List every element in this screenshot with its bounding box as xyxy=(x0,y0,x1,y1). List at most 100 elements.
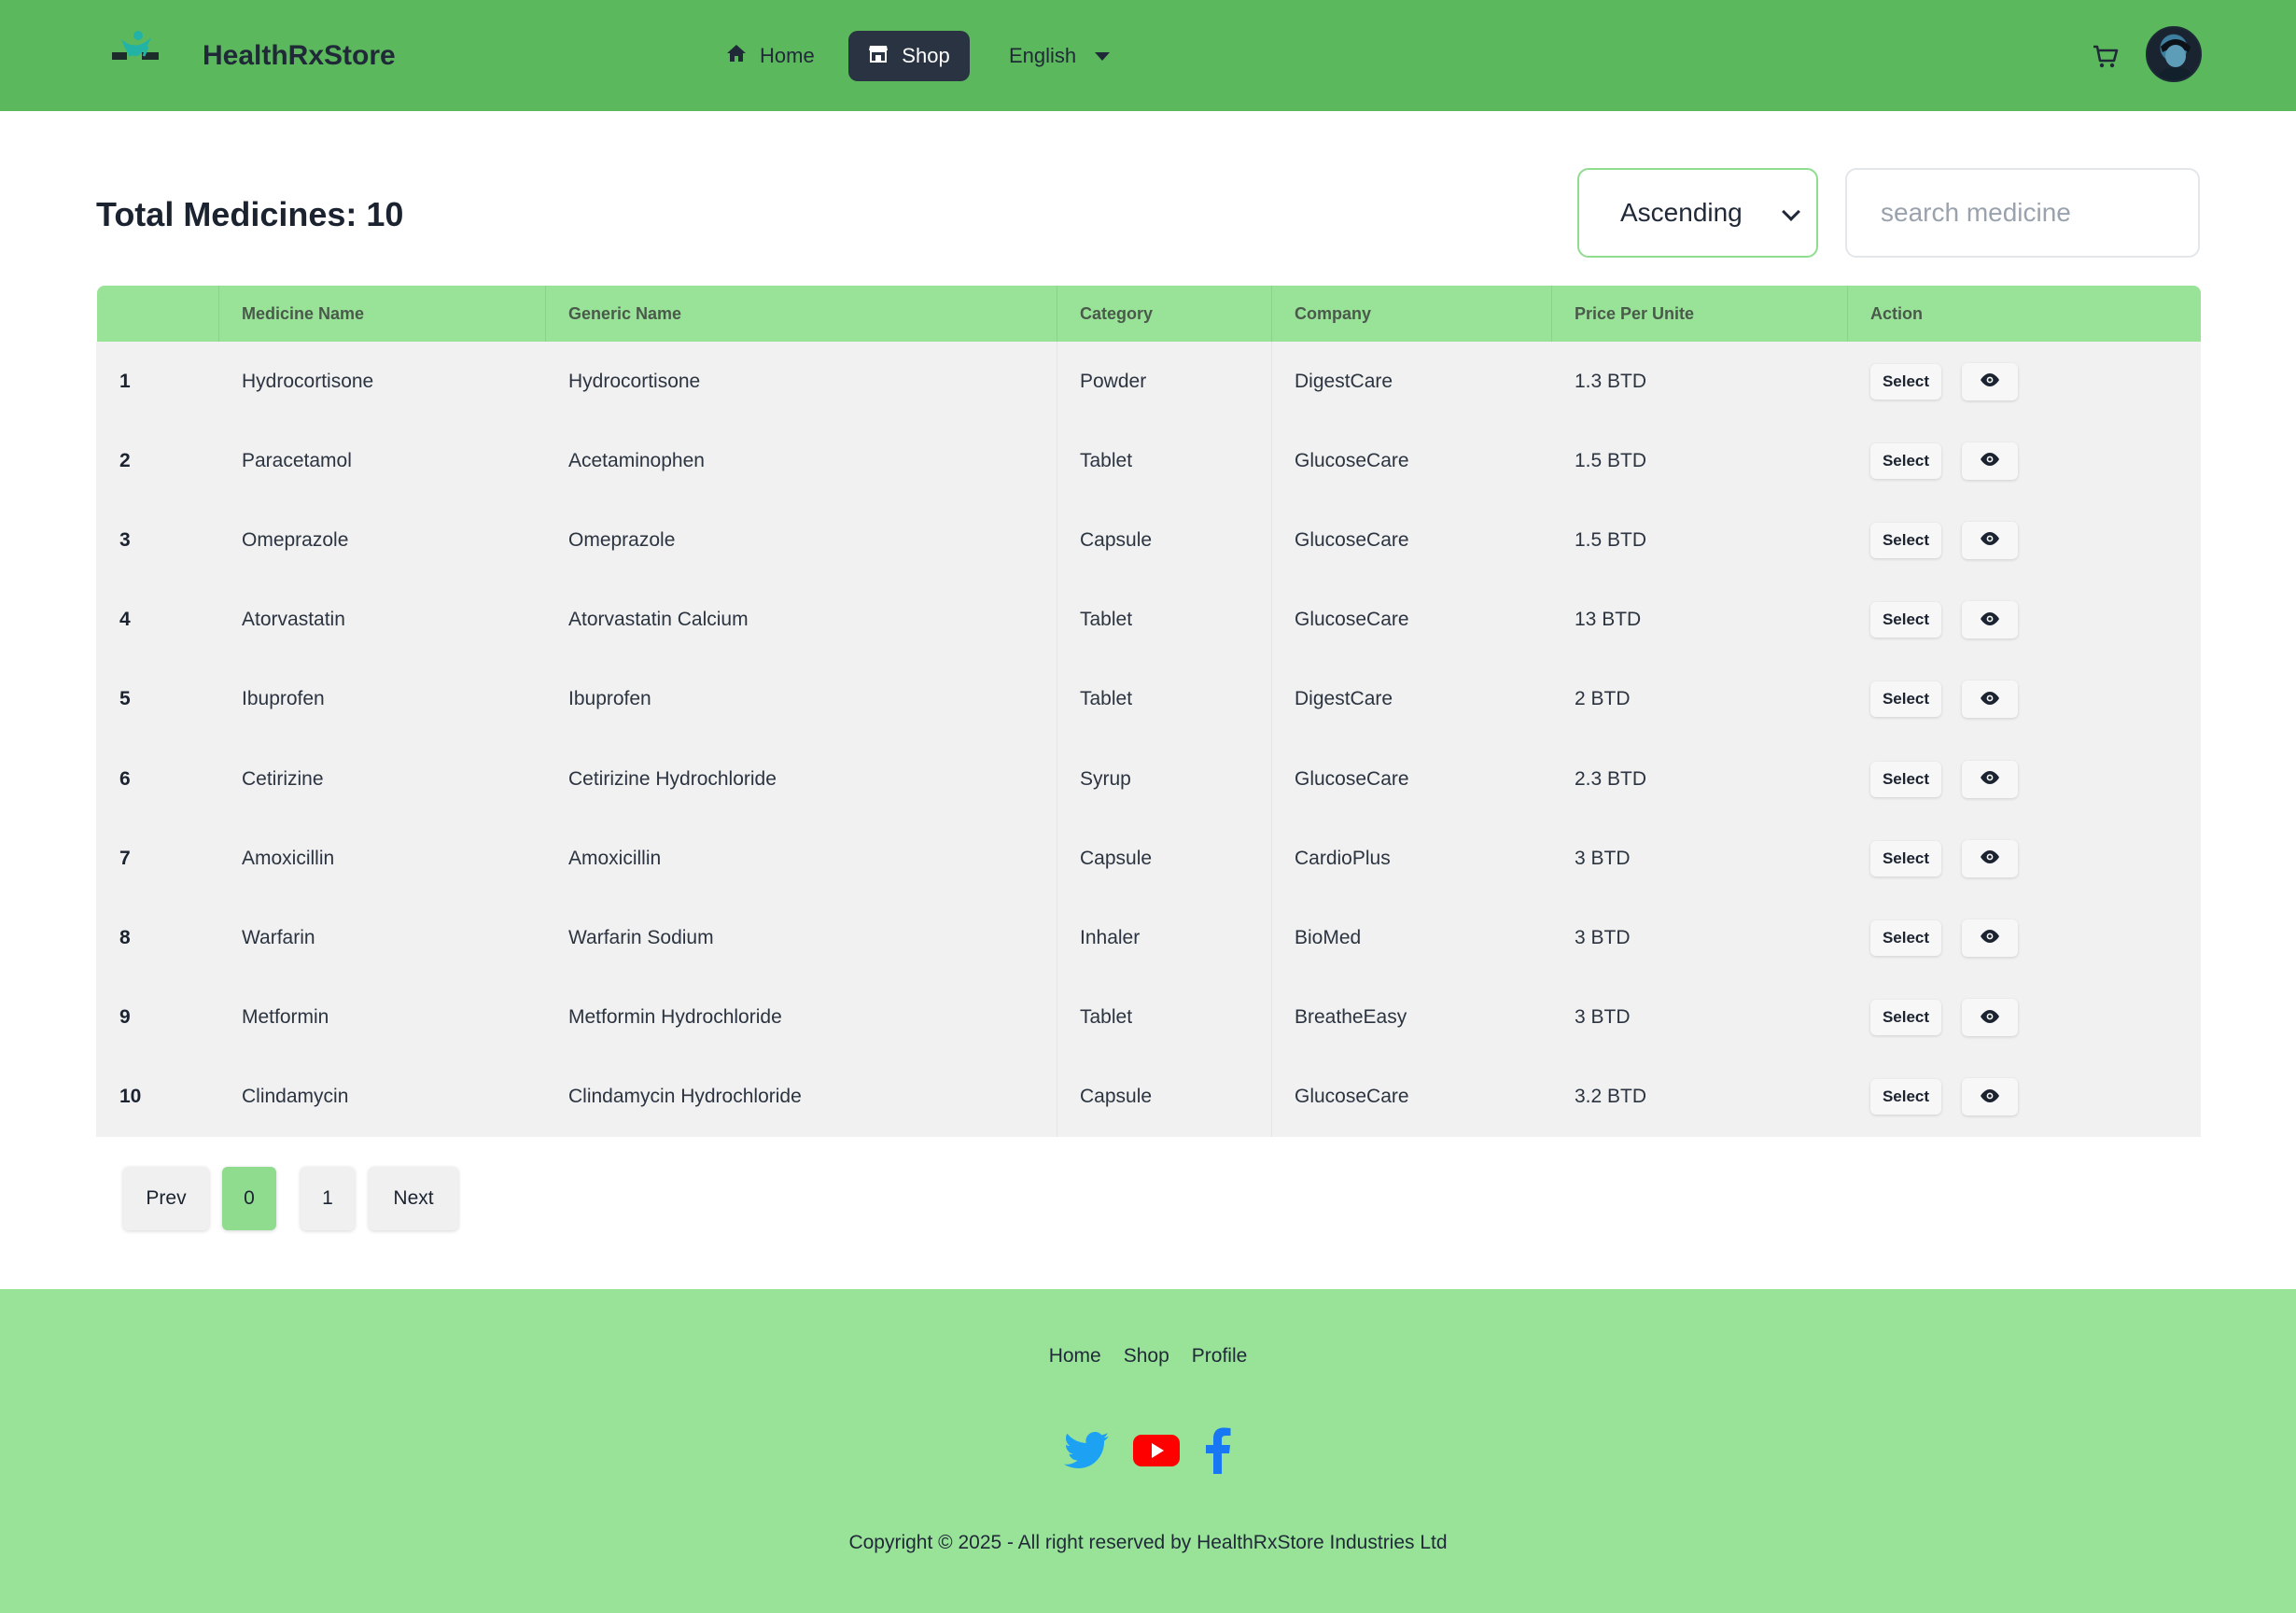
cell-company: GlucoseCare xyxy=(1271,500,1552,581)
cell-price: 3 BTD xyxy=(1551,819,1848,899)
eye-icon xyxy=(1980,532,2000,548)
prev-page-button[interactable]: Prev xyxy=(123,1167,209,1230)
view-details-button[interactable] xyxy=(1962,442,2018,480)
table-row: 10 Clindamycin Clindamycin Hydrochloride Ca… xyxy=(96,1057,2201,1137)
cart-icon[interactable] xyxy=(2091,41,2121,71)
cell-company: GlucoseCare xyxy=(1271,1057,1552,1137)
cell-index: 2 xyxy=(96,421,219,501)
footer: Home Shop Profile Copyright © 2025 - All… xyxy=(0,1289,2296,1613)
cell-category: Powder xyxy=(1057,342,1272,422)
page-button-1[interactable]: 1 xyxy=(301,1167,355,1230)
language-label: English xyxy=(1009,44,1077,67)
footer-links: Home Shop Profile xyxy=(0,1345,2296,1368)
cell-company: DigestCare xyxy=(1271,342,1552,422)
cell-company: DigestCare xyxy=(1271,659,1552,739)
view-details-button[interactable] xyxy=(1962,521,2018,559)
cell-action: Select xyxy=(1847,342,2201,422)
nav-shop-label: Shop xyxy=(902,44,950,67)
cell-generic-name: Atorvastatin Calcium xyxy=(545,580,1057,660)
view-details-button[interactable] xyxy=(1962,680,2018,719)
page-button-0[interactable]: 0 xyxy=(222,1167,276,1230)
caret-down-icon xyxy=(1095,51,1111,61)
view-details-button[interactable] xyxy=(1962,1078,2018,1116)
nav-shop-link[interactable]: Shop xyxy=(848,31,970,81)
cell-index: 3 xyxy=(96,500,219,581)
cell-medicine-name: Atorvastatin xyxy=(218,580,546,660)
sort-order-value: Ascending xyxy=(1620,198,1743,227)
column-header-medicine-name: Medicine Name xyxy=(218,286,546,342)
column-header-action: Action xyxy=(1847,286,2201,342)
select-button[interactable]: Select xyxy=(1870,840,1941,877)
cell-medicine-name: Paracetamol xyxy=(218,421,546,501)
eye-icon xyxy=(1980,373,2000,389)
cell-company: BreatheEasy xyxy=(1271,977,1552,1058)
cell-company: GlucoseCare xyxy=(1271,580,1552,660)
brand-logo[interactable] xyxy=(106,28,164,73)
cell-action: Select xyxy=(1847,1057,2201,1137)
sort-order-select[interactable]: Ascending xyxy=(1577,168,1818,258)
cell-category: Capsule xyxy=(1057,1057,1272,1137)
next-page-button[interactable]: Next xyxy=(369,1167,458,1230)
cell-category: Syrup xyxy=(1057,738,1272,820)
cell-generic-name: Amoxicillin xyxy=(545,819,1057,899)
cell-generic-name: Ibuprofen xyxy=(545,659,1057,739)
nav-home-label: Home xyxy=(760,44,815,67)
cell-category: Tablet xyxy=(1057,580,1272,660)
language-dropdown[interactable]: English xyxy=(1009,37,1111,75)
view-details-button[interactable] xyxy=(1962,919,2018,957)
cell-action: Select xyxy=(1847,738,2201,820)
cell-medicine-name: Amoxicillin xyxy=(218,819,546,899)
select-button[interactable]: Select xyxy=(1870,681,1941,718)
eye-icon xyxy=(1980,1088,2000,1105)
table-row: 8 Warfarin Warfarin Sodium Inhaler BioMed 3 B… xyxy=(96,898,2201,978)
footer-link-profile[interactable]: Profile xyxy=(1191,1345,1248,1367)
cell-price: 13 BTD xyxy=(1551,580,1848,660)
footer-link-home[interactable]: Home xyxy=(1048,1345,1101,1367)
select-button[interactable]: Select xyxy=(1870,919,1941,956)
cell-company: CardioPlus xyxy=(1271,819,1552,899)
view-details-button[interactable] xyxy=(1962,601,2018,639)
twitter-icon[interactable] xyxy=(1064,1432,1109,1474)
table-row: 1 Hydrocortisone Hydrocortisone Powder Diges… xyxy=(96,342,2201,422)
cell-generic-name: Clindamycin Hydrochloride xyxy=(545,1057,1057,1137)
nav-home-link[interactable]: Home xyxy=(709,32,832,80)
search-input[interactable] xyxy=(1845,168,2200,258)
select-button[interactable]: Select xyxy=(1870,602,1941,638)
cell-action: Select xyxy=(1847,580,2201,660)
cell-price: 3 BTD xyxy=(1551,898,1848,978)
cell-generic-name: Metformin Hydrochloride xyxy=(545,977,1057,1058)
youtube-icon[interactable] xyxy=(1133,1433,1180,1473)
cell-price: 1.5 BTD xyxy=(1551,500,1848,581)
cell-action: Select xyxy=(1847,819,2201,899)
view-details-button[interactable] xyxy=(1962,839,2018,877)
cell-index: 5 xyxy=(96,659,219,739)
column-header-generic-name: Generic Name xyxy=(545,286,1057,342)
view-details-button[interactable] xyxy=(1962,760,2018,798)
table-row: 7 Amoxicillin Amoxicillin Capsule CardioPlus… xyxy=(96,819,2201,899)
cell-category: Inhaler xyxy=(1057,898,1272,978)
select-button[interactable]: Select xyxy=(1870,363,1941,400)
cell-price: 2 BTD xyxy=(1551,659,1848,739)
cell-category: Tablet xyxy=(1057,977,1272,1058)
eye-icon xyxy=(1980,691,2000,708)
cell-company: GlucoseCare xyxy=(1271,421,1552,501)
footer-link-shop[interactable]: Shop xyxy=(1123,1345,1169,1367)
facebook-icon[interactable] xyxy=(1204,1427,1232,1479)
brand-name[interactable]: HealthRxStore xyxy=(203,40,396,71)
select-button[interactable]: Select xyxy=(1870,1000,1941,1036)
eye-icon xyxy=(1980,1009,2000,1026)
view-details-button[interactable] xyxy=(1962,362,2018,400)
medicines-table: Medicine Name Generic Name Category Comp… xyxy=(96,286,2201,1137)
cell-medicine-name: Omeprazole xyxy=(218,500,546,581)
select-button[interactable]: Select xyxy=(1870,522,1941,558)
select-button[interactable]: Select xyxy=(1870,442,1941,479)
column-header-price: Price Per Unite xyxy=(1551,286,1848,342)
select-button[interactable]: Select xyxy=(1870,761,1941,797)
view-details-button[interactable] xyxy=(1962,999,2018,1037)
cell-medicine-name: Hydrocortisone xyxy=(218,342,546,422)
cell-price: 1.5 BTD xyxy=(1551,421,1848,501)
cell-category: Capsule xyxy=(1057,500,1272,581)
user-avatar[interactable] xyxy=(2146,26,2202,82)
select-button[interactable]: Select xyxy=(1870,1079,1941,1115)
cell-price: 1.3 BTD xyxy=(1551,342,1848,422)
